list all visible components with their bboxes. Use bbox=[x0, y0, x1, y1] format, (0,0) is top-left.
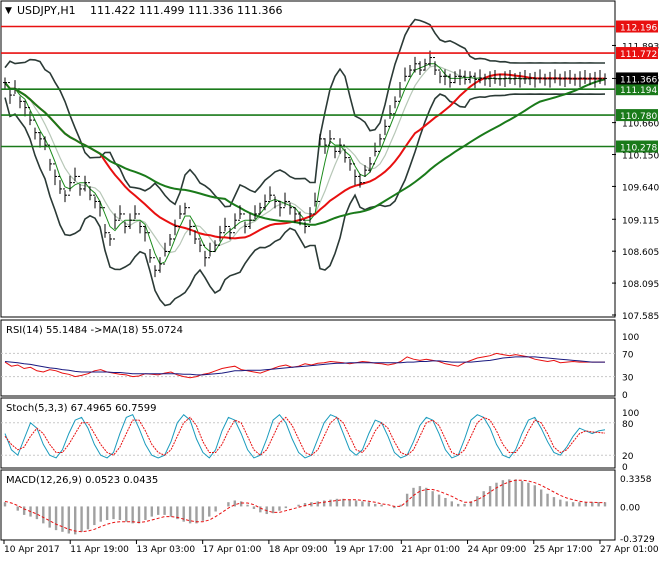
stoch-tick-label: 20 bbox=[622, 452, 634, 462]
ohlc-readout: 111.422 111.499 111.336 111.366 bbox=[90, 4, 282, 17]
x-tick-label: 19 Apr 17:00 bbox=[335, 545, 394, 555]
rsi-panel-frame bbox=[0, 319, 616, 397]
current-price-label: 111.366 bbox=[620, 75, 657, 85]
collapse-triangle-icon[interactable]: ▼ bbox=[5, 6, 12, 16]
rsi-line bbox=[4, 352, 605, 379]
rsi-tick-label: 100 bbox=[622, 333, 639, 343]
x-tick-label: 21 Apr 01:00 bbox=[401, 545, 460, 555]
current-price-bg bbox=[616, 72, 658, 85]
rsi-plot-area bbox=[4, 352, 605, 379]
rsi-tick-label: 30 bbox=[622, 374, 634, 384]
rsi-tick-label: 0 bbox=[622, 391, 628, 401]
price-tick-label: 107.585 bbox=[622, 312, 659, 322]
x-tick-label: 25 Apr 17:00 bbox=[534, 545, 593, 555]
x-tick-label: 11 Apr 19:00 bbox=[70, 545, 129, 555]
level-label-bg bbox=[616, 47, 658, 60]
bollinger-upper-line bbox=[4, 18, 605, 208]
macd-label: MACD(12,26,9) 0.0523 0.0435 bbox=[6, 475, 158, 486]
price-tick-label: 108.095 bbox=[622, 280, 659, 290]
stoch-main-line bbox=[4, 413, 606, 459]
level-label: 111.772 bbox=[620, 50, 657, 60]
level-label: 110.278 bbox=[620, 144, 657, 154]
macd-tick-label: 0.00 bbox=[620, 503, 640, 513]
stoch-tick-label: 0 bbox=[622, 463, 628, 473]
x-tick-label: 17 Apr 01:00 bbox=[203, 545, 262, 555]
level-label: 111.194 bbox=[620, 86, 657, 96]
symbol-label: USDJPY,H1 bbox=[17, 4, 76, 17]
rsi-label: RSI(14) 55.1484 ->MA(18) 55.0724 bbox=[6, 325, 183, 336]
level-label-bg bbox=[616, 20, 658, 33]
stoch-label: Stoch(5,3,3) 67.4965 60.7599 bbox=[6, 403, 157, 414]
stoch-tick-label: 100 bbox=[622, 409, 639, 419]
macd-tick-label: 0.3358 bbox=[620, 475, 652, 485]
x-tick-label: 13 Apr 03:00 bbox=[136, 545, 195, 555]
level-label-bg bbox=[616, 140, 658, 153]
price-tick-label: 108.605 bbox=[622, 248, 659, 258]
x-tick-label: 18 Apr 09:00 bbox=[269, 545, 328, 555]
stoch-plot-area bbox=[4, 413, 606, 459]
price-tick-label: 109.115 bbox=[622, 216, 659, 226]
price-plot-area bbox=[1, 18, 615, 307]
x-tick-label: 27 Apr 01:00 bbox=[600, 545, 659, 555]
level-label-bg bbox=[616, 109, 658, 122]
axis-labels: 111.893111.366110.660110.150109.640109.1… bbox=[3, 20, 659, 555]
x-tick-label: 10 Apr 2017 bbox=[4, 545, 60, 555]
price-tick-label: 110.150 bbox=[622, 152, 659, 162]
rsi-ma-line bbox=[4, 356, 605, 376]
bollinger-lower-line bbox=[4, 93, 606, 307]
macd-panel-frame bbox=[0, 469, 616, 541]
rsi-tick-label: 70 bbox=[622, 350, 634, 360]
level-label: 110.780 bbox=[620, 112, 657, 122]
price-panel-frame bbox=[0, 0, 616, 318]
price-tick-label: 110.660 bbox=[622, 120, 659, 130]
price-tick-label: 109.640 bbox=[622, 183, 659, 193]
x-tick-label: 24 Apr 09:00 bbox=[468, 545, 527, 555]
macd-tick-label: -0.3729 bbox=[620, 535, 655, 545]
stoch-signal-line bbox=[4, 416, 606, 456]
macd-signal-line bbox=[4, 479, 606, 533]
macd-plot-area bbox=[3, 479, 607, 535]
level-label: 112.196 bbox=[620, 24, 657, 34]
stoch-tick-label: 80 bbox=[622, 420, 634, 430]
level-label-bg bbox=[616, 83, 658, 96]
